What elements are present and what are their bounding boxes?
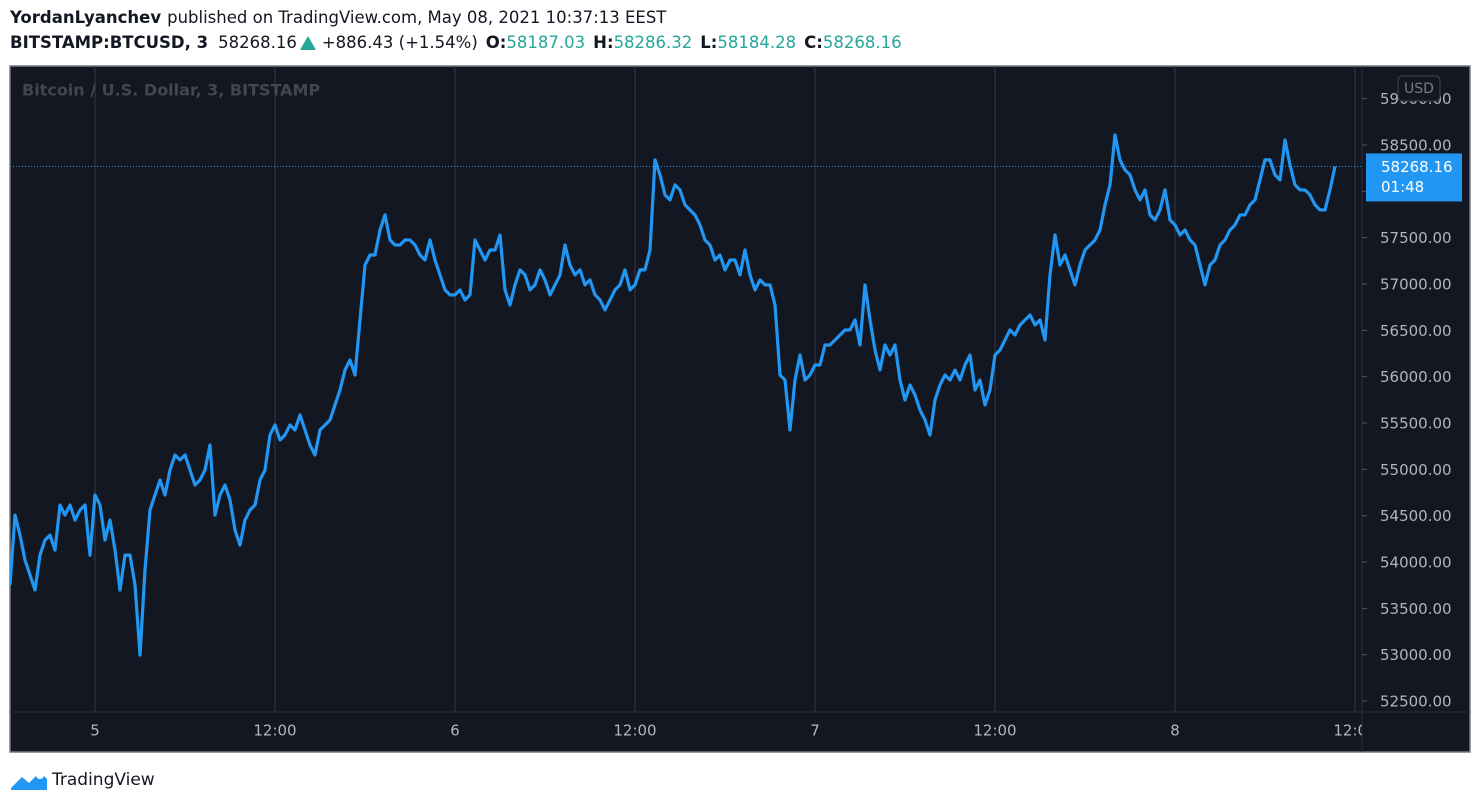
low: 58184.28: [717, 33, 797, 52]
open-label: O:: [485, 33, 507, 52]
y-tick-label: 56000.00: [1380, 368, 1452, 386]
y-tick-label: 53500.00: [1380, 600, 1452, 618]
y-tick-label: 52500.00: [1380, 693, 1452, 711]
open: 58187.03: [506, 33, 586, 52]
x-tick-label: 12:00: [253, 722, 296, 740]
chart-background: [9, 65, 1471, 753]
y-tick-label: 56500.00: [1380, 322, 1452, 340]
countdown: 01:48: [1381, 178, 1424, 196]
footer: TradingView: [10, 768, 155, 792]
y-tick-label: 57500.00: [1380, 229, 1452, 247]
brand: TradingView: [52, 770, 155, 790]
last-price-label: 58268.16: [1381, 158, 1453, 176]
y-tick-label: 55500.00: [1380, 415, 1452, 433]
x-tick-label: 12:00: [613, 722, 656, 740]
published: published on TradingView.com, May 08, 20…: [167, 8, 667, 27]
x-tick-label: 8: [1170, 722, 1180, 740]
high-label: H:: [593, 33, 614, 52]
y-tick-label: 53000.00: [1380, 646, 1452, 664]
x-tick-label: 7: [810, 722, 820, 740]
close-label: C:: [804, 33, 823, 52]
symbol-row: BITSTAMP:BTCUSD, 3 58268.16 +886.43 (+1.…: [10, 33, 902, 52]
x-tick-label: 12:00: [1333, 722, 1376, 740]
close: 58268.16: [822, 33, 902, 52]
y-tick-label: 58500.00: [1380, 136, 1452, 154]
price-line: [10, 133, 1337, 657]
last-price-tag: [1366, 153, 1462, 202]
last-price: 58268.16: [218, 33, 297, 52]
low-label: L:: [700, 33, 718, 52]
watermark: Bitcoin / U.S. Dollar, 3, BITSTAMP: [22, 81, 320, 100]
logo: [11, 771, 47, 790]
change: +886.43 (+1.54%): [321, 33, 478, 52]
y-tick-label: 54000.00: [1380, 554, 1452, 572]
high: 58286.32: [613, 33, 693, 52]
x-tick-label: 6: [450, 722, 460, 740]
x-tick-label: 12:00: [973, 722, 1016, 740]
author: YordanLyanchev: [10, 8, 162, 27]
x-tick-label: 5: [90, 722, 100, 740]
symbol: BITSTAMP:BTCUSD, 3: [10, 33, 209, 52]
y-tick-label: 55000.00: [1380, 461, 1452, 479]
y-tick-label: 54500.00: [1380, 507, 1452, 525]
currency: USD: [1404, 81, 1434, 97]
currency-box: [1397, 75, 1441, 102]
up-arrow: [299, 35, 316, 50]
header-row: YordanLyanchev published on TradingView.…: [10, 8, 666, 27]
y-tick-label: 57000.00: [1380, 275, 1452, 293]
